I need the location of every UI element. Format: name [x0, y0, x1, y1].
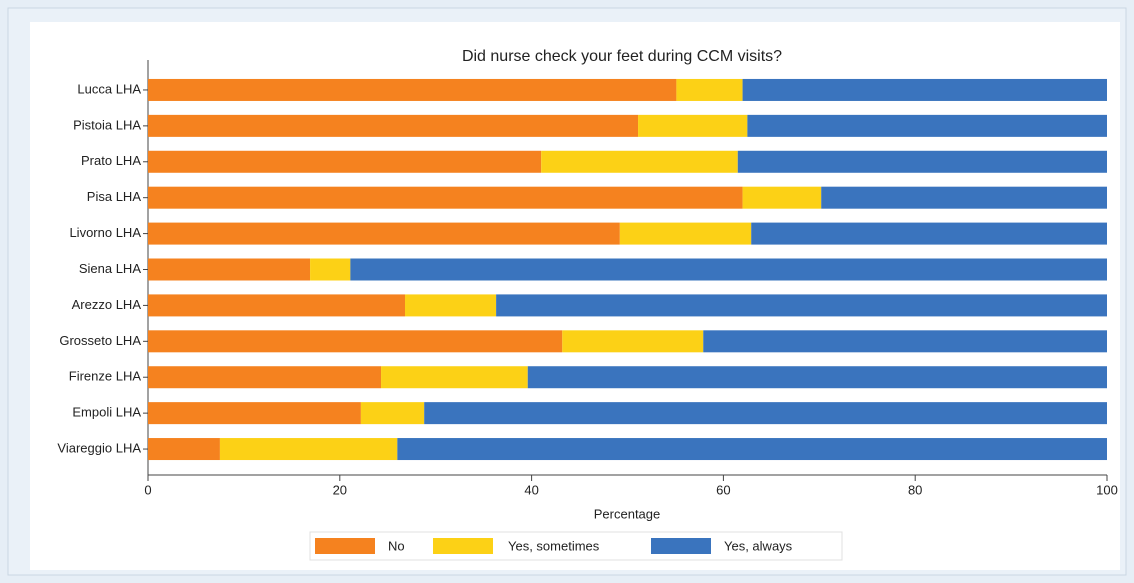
bar-segment — [148, 402, 361, 425]
y-tick-label: Prato LHA — [81, 153, 141, 168]
x-tick-label: 0 — [144, 482, 151, 497]
bar-segment — [638, 114, 748, 137]
bar-segment — [148, 294, 406, 317]
bar-segment — [562, 330, 704, 353]
legend-label: No — [388, 538, 405, 553]
bar-segment — [405, 294, 497, 317]
x-tick-label: 20 — [333, 482, 347, 497]
bar-segment — [148, 114, 639, 137]
bar-segment — [527, 366, 1107, 389]
y-tick-label: Arezzo LHA — [72, 297, 142, 312]
legend-swatch — [433, 538, 493, 554]
bar-segment — [424, 402, 1107, 425]
bar-segment — [148, 78, 677, 101]
bar-segment — [148, 438, 220, 461]
bar-segment — [703, 330, 1107, 353]
bar-segment — [148, 366, 382, 389]
x-tick-label: 80 — [908, 482, 922, 497]
legend-swatch — [651, 538, 711, 554]
bar-segment — [821, 186, 1107, 209]
bar-segment — [148, 330, 563, 353]
y-tick-label: Firenze LHA — [69, 369, 142, 384]
y-tick-label: Livorno LHA — [69, 225, 141, 240]
bar-segment — [747, 114, 1107, 137]
bar-segment — [496, 294, 1107, 317]
bar-segment — [310, 258, 351, 281]
bar-segment — [742, 78, 1107, 101]
bar-segment — [676, 78, 743, 101]
legend-swatch — [315, 538, 375, 554]
bar-segment — [350, 258, 1107, 281]
bar-segment — [742, 186, 822, 209]
y-tick-label: Empoli LHA — [72, 405, 141, 420]
legend-label: Yes, sometimes — [508, 538, 600, 553]
bar-segment — [541, 150, 738, 173]
bar-segment — [751, 222, 1107, 245]
chart-title: Did nurse check your feet during CCM vis… — [462, 48, 782, 65]
bar-segment — [148, 258, 311, 281]
x-tick-label: 100 — [1096, 482, 1118, 497]
x-tick-label: 60 — [716, 482, 730, 497]
bar-segment — [148, 150, 542, 173]
y-tick-label: Pisa LHA — [87, 189, 142, 204]
bar-segment — [219, 438, 398, 461]
y-tick-label: Grosseto LHA — [59, 333, 141, 348]
legend — [309, 531, 843, 561]
bar-segment — [148, 222, 620, 245]
bar-segment — [360, 402, 425, 425]
x-axis-label: Percentage — [594, 506, 661, 521]
legend-label: Yes, always — [724, 538, 793, 553]
x-tick-label: 40 — [524, 482, 538, 497]
y-tick-label: Siena LHA — [79, 261, 141, 276]
y-tick-label: Lucca LHA — [77, 81, 141, 96]
bar-segment — [381, 366, 528, 389]
y-tick-label: Viareggio LHA — [57, 440, 141, 455]
bar-segment — [148, 186, 743, 209]
bar-segment — [619, 222, 752, 245]
y-tick-label: Pistoia LHA — [73, 117, 141, 132]
bar-segment — [397, 438, 1108, 461]
bar-segment — [737, 150, 1107, 173]
